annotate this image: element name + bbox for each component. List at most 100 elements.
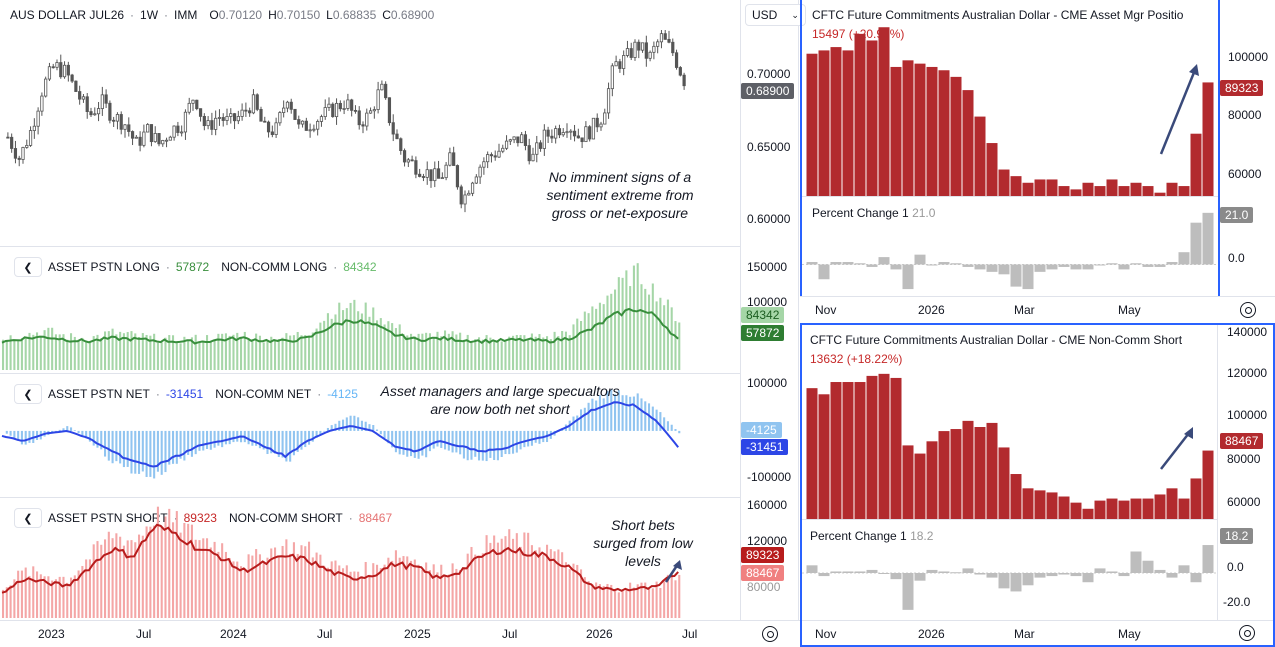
candle-body	[455, 165, 460, 188]
data-bar	[1118, 500, 1130, 519]
asset-mgr-time-axis[interactable]: Nov 2026 Mar May	[800, 296, 1275, 322]
symbol-name[interactable]: AUS DOLLAR JUL26	[10, 8, 125, 22]
collapse-button[interactable]: ❮	[14, 257, 42, 277]
asset-mgr-pct-bars[interactable]	[802, 197, 1218, 294]
histogram-bar	[580, 569, 583, 618]
histogram-bar	[466, 334, 469, 370]
histogram-bar	[591, 306, 594, 370]
histogram-bar	[614, 289, 617, 370]
histogram-bar	[353, 415, 356, 431]
interval-label[interactable]: 1W	[140, 8, 159, 22]
histogram-bar	[534, 336, 537, 370]
data-bar	[1046, 264, 1058, 270]
histogram-bar	[557, 336, 560, 370]
data-bar	[1034, 490, 1046, 519]
noncomm-short-chart-panel: CFTC Future Commitments Australian Dolla…	[802, 325, 1218, 620]
histogram-bar	[406, 430, 409, 457]
data-bar	[842, 571, 854, 573]
asset-mgr-bars[interactable]	[802, 0, 1218, 196]
histogram-bar	[187, 430, 190, 455]
short-value-1: 89323	[183, 511, 217, 525]
histogram-bar	[568, 335, 571, 370]
histogram-bar	[85, 341, 88, 370]
short-positions-chart[interactable]	[0, 500, 740, 620]
time-label: 2024	[220, 627, 247, 641]
histogram-bar	[674, 321, 677, 370]
data-bar	[926, 569, 938, 573]
long-positions-chart[interactable]	[0, 260, 740, 372]
settings-gear-icon[interactable]	[762, 626, 778, 647]
noncomm-short-bars[interactable]	[802, 325, 1218, 519]
data-bar	[842, 262, 854, 265]
histogram-bar	[289, 335, 292, 370]
left-time-axis[interactable]: 2023 Jul 2024 Jul 2025 Jul 2026 Jul	[0, 620, 800, 647]
histogram-bar	[198, 341, 201, 370]
histogram-bar	[436, 430, 439, 447]
candle-body	[391, 122, 395, 135]
histogram-bar	[115, 334, 118, 370]
time-label: Mar	[1014, 627, 1035, 641]
histogram-bar	[160, 526, 163, 618]
noncomm-short-scale[interactable]: 140000 120000 100000 88467 80000 60000 1…	[1219, 325, 1273, 620]
net-positions-chart[interactable]	[0, 376, 740, 496]
candle-body	[51, 66, 55, 69]
price-candles[interactable]	[0, 30, 740, 245]
candle-body	[270, 131, 274, 135]
histogram-bar	[640, 582, 643, 618]
collapse-button[interactable]: ❮	[14, 384, 42, 404]
candle-body	[652, 45, 656, 53]
histogram-bar	[156, 506, 159, 618]
candle-body	[13, 148, 18, 159]
time-label: 2026	[918, 627, 945, 641]
histogram-bar	[648, 588, 651, 618]
histogram-bar	[440, 336, 443, 370]
data-bar	[1034, 573, 1046, 578]
candle-body	[542, 129, 546, 149]
histogram-bar	[172, 522, 175, 618]
data-bar	[854, 33, 866, 196]
histogram-bar	[17, 570, 20, 618]
candle-body	[493, 155, 497, 158]
histogram-bar	[168, 335, 171, 370]
candle-body	[285, 101, 290, 109]
collapse-button[interactable]: ❮	[14, 508, 42, 528]
candle-body	[138, 136, 142, 146]
histogram-bar	[153, 525, 156, 618]
histogram-bar	[149, 526, 152, 618]
currency-selector[interactable]: USD ⌄	[745, 4, 806, 26]
histogram-bar	[542, 554, 545, 618]
data-bar	[1070, 573, 1082, 577]
chevron-down-icon: ⌄	[791, 9, 799, 20]
candle-body	[350, 99, 354, 111]
data-bar	[1106, 179, 1118, 196]
histogram-bar	[459, 332, 462, 370]
short-title-1: ASSET PSTN SHORT	[48, 511, 168, 525]
short-tick: 80000	[747, 580, 781, 594]
histogram-bar	[572, 324, 575, 370]
data-bar	[842, 382, 854, 519]
noncomm-short-time-axis[interactable]: Nov 2026 Mar May	[802, 620, 1273, 645]
histogram-bar	[391, 560, 394, 618]
histogram-bar	[394, 430, 397, 453]
data-bar	[1202, 545, 1214, 573]
candle-body	[21, 147, 25, 160]
histogram-bar	[610, 293, 613, 370]
data-bar	[866, 569, 878, 573]
settings-gear-icon[interactable]	[1239, 625, 1255, 646]
noncomm-short-pct-bars[interactable]	[802, 520, 1218, 618]
short-legend: ❮ ASSET PSTN SHORT · 89323 NON-COMM SHORT…	[14, 508, 392, 528]
histogram-bar	[436, 331, 439, 370]
settings-gear-icon[interactable]	[1240, 302, 1256, 323]
histogram-bar	[172, 430, 175, 464]
histogram-bar	[413, 430, 416, 458]
asset-mgr-scale[interactable]: 100000 89323 80000 60000 21.0 0.0	[1220, 0, 1275, 296]
histogram-bar	[595, 400, 598, 431]
histogram-bar	[629, 582, 632, 618]
data-bar	[1010, 474, 1022, 519]
histogram-bar	[326, 567, 329, 618]
left-price-scale[interactable]: USD ⌄ 0.70000 0.68900 0.65000 0.60000 15…	[741, 0, 806, 620]
histogram-bar	[610, 389, 613, 431]
histogram-bar	[598, 395, 601, 431]
histogram-bar	[119, 331, 122, 370]
candle-body	[561, 132, 565, 136]
